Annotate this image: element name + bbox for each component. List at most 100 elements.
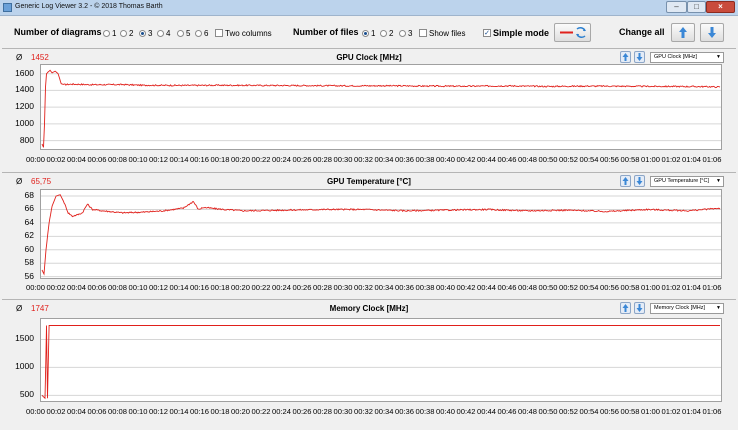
diagrams-radio-1[interactable]: 1 <box>103 28 116 38</box>
x-tick-label: 01:02 <box>661 155 681 164</box>
close-button[interactable]: × <box>706 1 735 13</box>
x-tick-label: 01:00 <box>641 407 661 416</box>
chevron-down-icon: ▼ <box>716 54 721 60</box>
simple-mode-checkbox[interactable]: ✓ Simple mode <box>483 28 549 38</box>
x-tick-label: 01:04 <box>682 155 702 164</box>
x-tick-label: 00:02 <box>46 155 66 164</box>
files-radio-3[interactable]: 3 <box>399 28 412 38</box>
y-tick-label: 500 <box>19 389 34 400</box>
show-files-check-icon <box>419 29 427 37</box>
files-radio-label: 3 <box>408 28 413 38</box>
x-tick-label: 00:48 <box>518 407 538 416</box>
maximize-button[interactable]: □ <box>687 1 706 13</box>
x-tick-label: 00:14 <box>169 155 189 164</box>
x-tick-label: 01:02 <box>661 407 681 416</box>
x-tick-label: 00:18 <box>210 155 230 164</box>
sensor-select[interactable]: GPU Temperature [°C] ▼ <box>650 176 724 187</box>
show-files-checkbox[interactable]: Show files <box>419 28 465 38</box>
x-tick-label: 00:04 <box>67 407 87 416</box>
x-tick-label: 00:08 <box>108 283 128 292</box>
x-tick-label: 00:08 <box>108 155 128 164</box>
sensor-select[interactable]: Memory Clock [MHz] ▼ <box>650 303 724 314</box>
x-tick-label: 00:46 <box>497 283 517 292</box>
arrow-down-icon <box>708 27 716 38</box>
change-all-label: Change all <box>619 27 665 37</box>
diagrams-label: Number of diagrams <box>14 27 102 37</box>
x-tick-label: 00:04 <box>67 155 87 164</box>
x-tick-label: 00:00 <box>26 407 46 416</box>
x-tick-label: 00:10 <box>128 155 148 164</box>
move-up-all-button[interactable] <box>671 23 695 42</box>
diagrams-radio-5[interactable]: 5 <box>177 28 190 38</box>
files-radio-2[interactable]: 2 <box>380 28 393 38</box>
x-tick-label: 00:24 <box>272 155 292 164</box>
diagrams-radio-3[interactable]: 3 <box>139 28 152 38</box>
minimize-button[interactable]: – <box>666 1 687 13</box>
average-value: 1452 <box>31 53 49 62</box>
x-tick-label: 00:24 <box>272 283 292 292</box>
panel-move-up-button[interactable] <box>620 175 631 187</box>
panel-move-up-button[interactable] <box>620 302 631 314</box>
show-files-label: Show files <box>429 28 466 38</box>
y-tick-label: 800 <box>19 134 34 145</box>
x-tick-label: 00:44 <box>477 283 497 292</box>
x-tick-label: 00:42 <box>456 155 476 164</box>
x-tick-label: 00:58 <box>620 283 640 292</box>
move-down-all-button[interactable] <box>700 23 724 42</box>
panel-move-down-button[interactable] <box>634 175 645 187</box>
average-value: 1747 <box>31 304 49 313</box>
x-tick-label: 00:52 <box>559 407 579 416</box>
y-tick-label: 58 <box>24 257 34 268</box>
chart-plot-area[interactable] <box>40 189 722 279</box>
x-tick-label: 00:54 <box>579 407 599 416</box>
x-tick-label: 00:54 <box>579 283 599 292</box>
sensor-select[interactable]: GPU Clock [MHz] ▼ <box>650 52 724 63</box>
series-color-button[interactable] <box>554 23 591 42</box>
two-columns-checkbox[interactable]: Two columns <box>215 28 272 38</box>
radio-icon <box>103 29 110 37</box>
diagrams-radio-2[interactable]: 2 <box>120 28 133 38</box>
radio-icon <box>120 29 127 37</box>
files-radio-label: 2 <box>389 28 394 38</box>
x-tick-label: 00:38 <box>415 407 435 416</box>
panel-divider <box>2 48 736 49</box>
panel-move-down-button[interactable] <box>634 51 645 63</box>
x-tick-label: 00:48 <box>518 155 538 164</box>
panel-move-up-button[interactable] <box>620 51 631 63</box>
chart-svg <box>41 69 721 148</box>
y-tick-label: 68 <box>24 190 34 201</box>
chart-plot-area[interactable] <box>40 64 722 150</box>
series-line <box>41 325 720 400</box>
panel-title: GPU Clock [MHz] <box>336 53 402 62</box>
y-tick-label: 1200 <box>15 101 34 112</box>
diagrams-radio-6[interactable]: 6 <box>195 28 208 38</box>
toolbar: Number of diagrams 1 2 3 4 5 6 Two columns Nu… <box>0 16 738 48</box>
x-tick-label: 00:12 <box>149 407 169 416</box>
x-tick-label: 00:50 <box>538 283 558 292</box>
window-title: Generic Log Viewer 3.2 - © 2018 Thomas B… <box>15 3 163 10</box>
x-tick-label: 00:58 <box>620 155 640 164</box>
files-radio-1[interactable]: 1 <box>362 28 375 38</box>
x-tick-label: 00:54 <box>579 155 599 164</box>
x-tick-label: 00:32 <box>354 155 374 164</box>
files-radio-label: 1 <box>371 28 376 38</box>
x-tick-label: 00:08 <box>108 407 128 416</box>
panel-move-down-button[interactable] <box>634 302 645 314</box>
diagrams-radio-4[interactable]: 4 <box>157 28 170 38</box>
x-tick-label: 00:18 <box>210 283 230 292</box>
x-tick-label: 00:36 <box>395 407 415 416</box>
x-tick-label: 00:46 <box>497 407 517 416</box>
x-tick-label: 00:30 <box>333 407 353 416</box>
x-tick-label: 00:38 <box>415 283 435 292</box>
y-tick-label: 56 <box>24 270 34 281</box>
x-tick-label: 00:00 <box>26 155 46 164</box>
x-tick-label: 00:22 <box>251 283 271 292</box>
x-tick-label: 00:52 <box>559 283 579 292</box>
simple-mode-check-icon: ✓ <box>483 29 491 37</box>
x-tick-label: 00:52 <box>559 155 579 164</box>
chart-svg <box>41 325 721 400</box>
x-tick-label: 00:34 <box>374 283 394 292</box>
x-tick-label: 00:42 <box>456 407 476 416</box>
y-tick-label: 64 <box>24 216 34 227</box>
chart-plot-area[interactable] <box>40 318 722 402</box>
